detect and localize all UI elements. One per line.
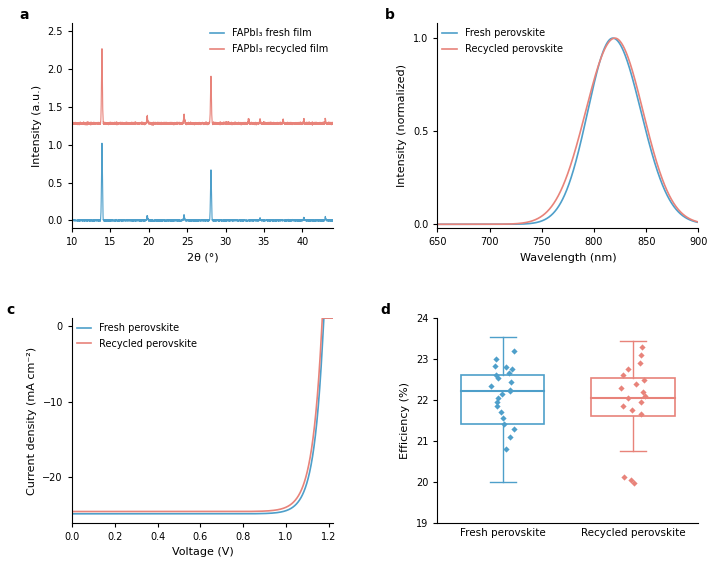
Point	[628, 478, 639, 487]
Point	[495, 408, 507, 417]
Legend: Fresh perovskite, Recycled perovskite: Fresh perovskite, Recycled perovskite	[442, 28, 562, 54]
Point	[635, 358, 647, 368]
Y-axis label: Efficiency (%): Efficiency (%)	[400, 382, 410, 459]
Point	[485, 381, 497, 390]
Point	[492, 393, 504, 403]
Point	[616, 383, 627, 392]
Point	[508, 346, 520, 356]
Point	[625, 475, 636, 485]
Point	[618, 401, 629, 411]
Point	[630, 379, 642, 388]
Point	[500, 363, 511, 372]
Point	[496, 389, 508, 399]
X-axis label: 2θ (°): 2θ (°)	[186, 253, 218, 263]
Text: a: a	[19, 8, 30, 22]
Legend: Fresh perovskite, Recycled perovskite: Fresh perovskite, Recycled perovskite	[77, 323, 197, 349]
Y-axis label: Intensity (normalized): Intensity (normalized)	[397, 64, 408, 187]
Legend: FAPbI₃ fresh film, FAPbI₃ recycled film: FAPbI₃ fresh film, FAPbI₃ recycled film	[210, 28, 328, 54]
Point	[508, 424, 520, 433]
Point	[504, 432, 516, 442]
Point	[637, 387, 649, 396]
Point	[639, 391, 650, 400]
Point	[490, 354, 502, 364]
Y-axis label: Current density (mA cm⁻²): Current density (mA cm⁻²)	[27, 346, 37, 494]
Point	[618, 371, 629, 380]
X-axis label: Voltage (V): Voltage (V)	[171, 547, 233, 558]
Point	[503, 369, 515, 378]
Text: b: b	[385, 8, 395, 22]
Point	[490, 371, 502, 380]
Point	[636, 350, 647, 360]
Text: d: d	[380, 303, 390, 317]
Point	[505, 385, 516, 394]
Point	[635, 410, 647, 419]
Point	[626, 406, 637, 415]
Bar	[461, 375, 544, 424]
Point	[491, 401, 503, 411]
Point	[497, 414, 508, 423]
Point	[504, 386, 516, 396]
Point	[506, 365, 518, 374]
Bar	[591, 378, 675, 417]
Point	[505, 377, 517, 386]
Point	[636, 342, 647, 352]
Point	[489, 362, 500, 371]
Point	[622, 365, 634, 374]
Y-axis label: Intensity (a.u.): Intensity (a.u.)	[32, 85, 42, 167]
Point	[635, 397, 647, 407]
Text: c: c	[6, 303, 15, 317]
Point	[618, 472, 630, 482]
Point	[498, 419, 510, 428]
Point	[500, 444, 511, 454]
Point	[492, 397, 503, 407]
Point	[622, 393, 634, 403]
X-axis label: Wavelength (nm): Wavelength (nm)	[520, 253, 616, 263]
Point	[492, 373, 504, 382]
Point	[638, 375, 649, 384]
